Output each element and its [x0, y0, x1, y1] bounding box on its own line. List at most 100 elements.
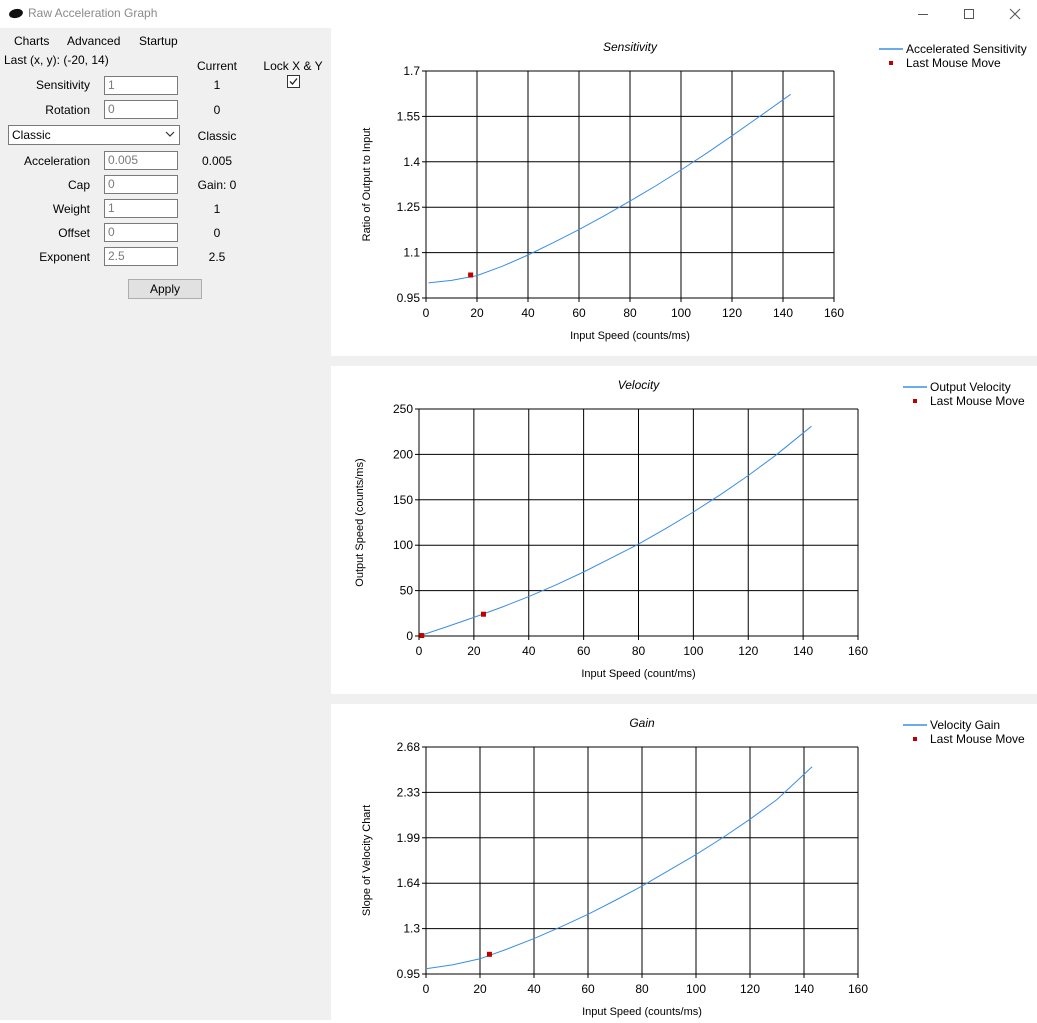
- menu-startup[interactable]: Startup: [139, 34, 178, 48]
- legend-series-label: Velocity Gain: [930, 718, 1000, 732]
- y-tick-label: 150: [393, 493, 413, 507]
- y-axis-label: Ratio of Output to Input: [361, 128, 373, 242]
- accel-type-select[interactable]: Classic: [8, 125, 180, 145]
- checkmark-icon: [289, 78, 298, 85]
- legend-marker-label: Last Mouse Move: [906, 56, 1001, 70]
- last-xy-readout: Last (x, y): (-20, 14): [4, 53, 109, 67]
- sensitivity-chart-panel: Sensitivity 0 20 40 60 80 100 120 140 160 0.95 1.1 1…: [331, 28, 1037, 356]
- x-tick-label: 120: [738, 644, 758, 658]
- legend-marker-swatch: [913, 737, 917, 741]
- offset-current: 0: [213, 226, 221, 240]
- y-tick-label: 1.55: [397, 109, 421, 123]
- y-tick-label: 2.68: [397, 740, 421, 754]
- rotation-current: 0: [213, 103, 221, 117]
- last-mouse-move-point: [486, 951, 492, 957]
- y-axis-label: Output Speed (counts/ms): [354, 458, 366, 586]
- x-tick-label: 160: [824, 306, 844, 320]
- sensitivity-chart: Sensitivity 0 20 40 60 80 100 120 140 160 0.95 1.1 1…: [361, 40, 1027, 342]
- y-tick-label: 100: [393, 538, 413, 552]
- x-tick-label: 40: [522, 644, 536, 658]
- chart-title: Velocity: [618, 378, 661, 392]
- x-tick-label: 80: [623, 306, 637, 320]
- exponent-field[interactable]: 2.5: [104, 247, 178, 266]
- legend-series-label: Accelerated Sensitivity: [906, 42, 1027, 56]
- maximize-icon[interactable]: [946, 0, 992, 28]
- menu-charts[interactable]: Charts: [14, 34, 50, 48]
- cap-label: Cap: [67, 178, 90, 192]
- x-tick-label: 60: [581, 982, 595, 996]
- series-line: [428, 93, 791, 284]
- acceleration-current: 0.005: [201, 154, 233, 168]
- x-tick-label: 140: [794, 982, 814, 996]
- offset-field[interactable]: 0: [104, 223, 178, 242]
- legend-marker-swatch: [889, 61, 893, 65]
- x-axis-label: Input Speed (count/ms): [581, 668, 695, 680]
- exponent-label: Exponent: [39, 250, 90, 264]
- gain-chart-panel: Gain 0 20 40 60 80 100 120 140 160 0.95 1.3 1.64 1.99…: [331, 704, 1037, 1020]
- x-axis-label: Input Speed (counts/ms): [570, 330, 690, 342]
- x-tick-label: 160: [848, 644, 868, 658]
- weight-label: Weight: [52, 202, 90, 216]
- close-icon[interactable]: [992, 0, 1037, 28]
- rotation-label: Rotation: [45, 103, 90, 117]
- y-tick-label: 1.4: [403, 155, 420, 169]
- rotation-field[interactable]: 0: [104, 100, 178, 119]
- x-tick-label: 0: [423, 982, 430, 996]
- x-tick-label: 100: [683, 644, 703, 658]
- sensitivity-field[interactable]: 1: [104, 76, 178, 95]
- app-icon: [8, 7, 24, 20]
- chart-title: Gain: [629, 716, 655, 730]
- cap-field[interactable]: 0: [104, 175, 178, 194]
- gain-chart: Gain 0 20 40 60 80 100 120 140 160 0.95 1.3 1.64 1.99…: [361, 716, 1025, 1018]
- x-tick-label: 20: [470, 306, 484, 320]
- y-axis-label: Slope of Velocity Chart: [361, 805, 373, 916]
- y-tick-label: 0.95: [397, 967, 421, 981]
- x-tick-label: 100: [671, 306, 691, 320]
- x-tick-label: 20: [473, 982, 487, 996]
- y-tick-label: 0.95: [397, 291, 421, 305]
- velocity-chart: Velocity 0 20 40 60 80 100 120 140 160 0 50 100 150 20…: [354, 378, 1025, 680]
- x-tick-label: 80: [632, 644, 646, 658]
- acceleration-field[interactable]: 0.005: [104, 151, 178, 170]
- x-tick-label: 140: [793, 644, 813, 658]
- accel-type-current: Classic: [197, 129, 237, 143]
- y-tick-label: 0: [406, 629, 413, 643]
- exponent-current: 2.5: [208, 250, 226, 264]
- weight-field[interactable]: 1: [104, 199, 178, 218]
- legend-marker-label: Last Mouse Move: [930, 394, 1025, 408]
- chart-separator: [331, 694, 1037, 704]
- y-tick-label: 1.3: [403, 922, 420, 936]
- legend-series-label: Output Velocity: [930, 380, 1011, 394]
- legend-marker-label: Last Mouse Move: [930, 732, 1025, 746]
- lock-xy-checkbox[interactable]: [287, 75, 300, 88]
- x-tick-label: 80: [635, 982, 649, 996]
- y-tick-label: 250: [393, 402, 413, 416]
- y-tick-label: 1.64: [397, 876, 421, 890]
- x-tick-label: 60: [577, 644, 591, 658]
- current-header: Current: [196, 59, 237, 73]
- last-mouse-move-point: [480, 611, 486, 617]
- sensitivity-label: Sensitivity: [35, 78, 90, 92]
- minimize-icon[interactable]: [900, 0, 946, 28]
- last-mouse-move-point: [468, 272, 474, 278]
- y-tick-label: 200: [393, 447, 413, 461]
- x-tick-label: 0: [416, 644, 423, 658]
- legend-marker-swatch: [913, 399, 917, 403]
- cap-current: Gain: 0: [197, 178, 237, 192]
- x-tick-label: 40: [521, 306, 535, 320]
- x-tick-label: 20: [467, 644, 481, 658]
- window-title: Raw Acceleration Graph: [28, 6, 158, 20]
- weight-current: 1: [213, 202, 221, 216]
- lock-xy-label: Lock X & Y: [263, 59, 323, 73]
- menu-advanced[interactable]: Advanced: [67, 34, 121, 48]
- offset-label: Offset: [58, 226, 90, 240]
- chart-separator: [331, 356, 1037, 366]
- accel-type-selected: Classic: [12, 128, 51, 142]
- x-tick-label: 120: [740, 982, 760, 996]
- chevron-down-icon: [165, 131, 175, 137]
- x-tick-label: 60: [572, 306, 586, 320]
- last-mouse-move-point: [419, 633, 425, 639]
- apply-button[interactable]: Apply: [128, 279, 202, 299]
- y-tick-label: 1.99: [397, 831, 421, 845]
- y-tick-label: 1.25: [397, 200, 421, 214]
